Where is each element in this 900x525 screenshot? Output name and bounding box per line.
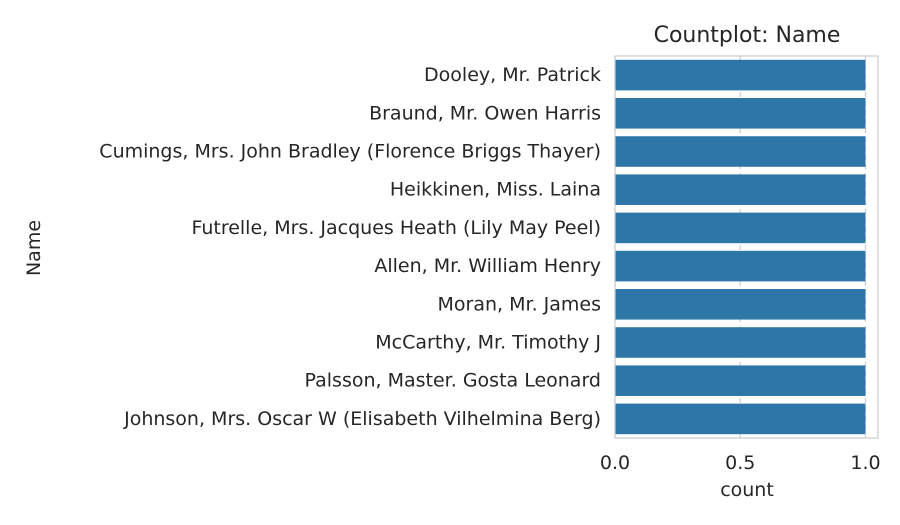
y-tick-label: Futrelle, Mrs. Jacques Heath (Lily May P… [191, 217, 601, 239]
x-tick-labels: 0.0 0.5 1.0 [600, 452, 881, 474]
y-tick-label: Cumings, Mrs. John Bradley (Florence Bri… [99, 141, 601, 163]
y-tick-label: Allen, Mr. William Henry [374, 255, 601, 277]
x-tick-label: 1.0 [850, 452, 880, 474]
y-axis-label: Name [23, 220, 45, 276]
plot-frame [614, 55, 879, 439]
y-tick-label: Dooley, Mr. Patrick [424, 64, 601, 86]
bars [615, 59, 866, 435]
bar [615, 250, 866, 282]
y-tick-label: Palsson, Master. Gosta Leonard [305, 370, 601, 392]
bar [615, 98, 866, 129]
chart-title: Countplot: Name [654, 23, 841, 48]
bar [615, 289, 866, 320]
y-tick-label: Heikkinen, Miss. Laina [390, 179, 601, 201]
y-tick-label: Johnson, Mrs. Oscar W (Elisabeth Vilhelm… [123, 408, 601, 430]
bar [615, 212, 866, 244]
y-tick-label: Braund, Mr. Owen Harris [369, 102, 601, 124]
bar [615, 327, 866, 358]
bar [615, 59, 866, 91]
x-axis-label: count [720, 479, 774, 501]
x-tick-label: 0.5 [725, 452, 755, 474]
y-tick-labels: Dooley, Mr. Patrick Braund, Mr. Owen Harr… [99, 64, 601, 430]
y-tick-label: Moran, Mr. James [438, 293, 601, 315]
bar [615, 365, 866, 396]
x-tick-label: 0.0 [600, 452, 630, 474]
bar [615, 174, 866, 205]
y-tick-label: McCarthy, Mr. Timothy J [375, 332, 601, 354]
bar [615, 403, 866, 435]
bar [615, 136, 866, 167]
